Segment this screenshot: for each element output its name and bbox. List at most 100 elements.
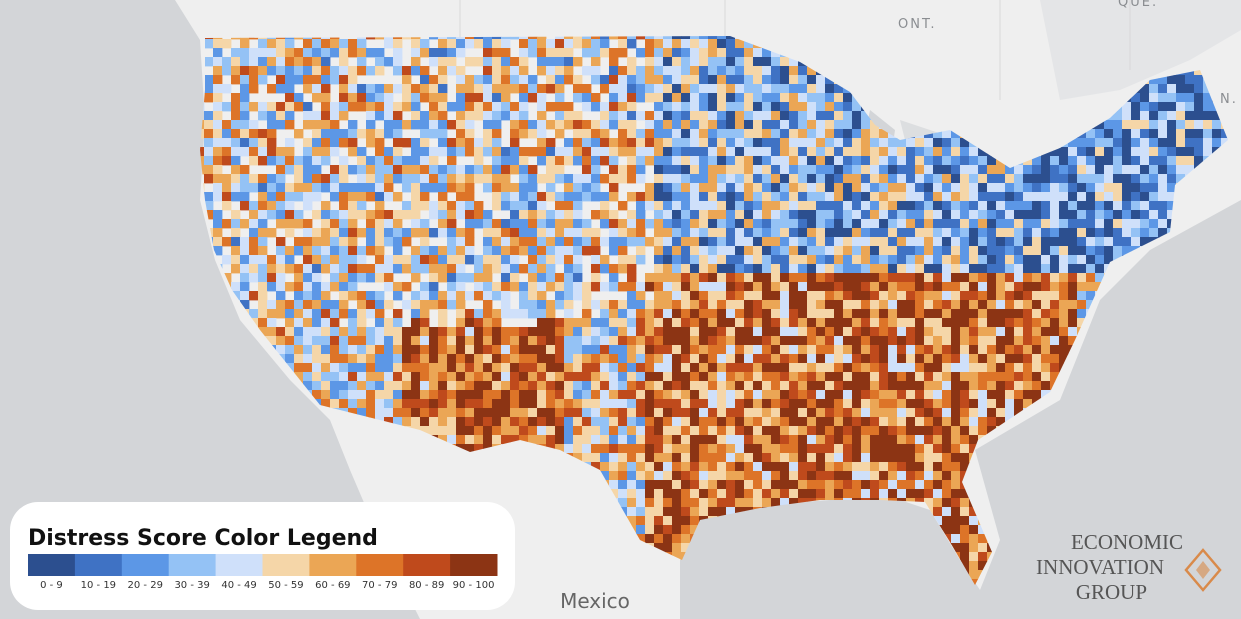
map-region xyxy=(699,300,709,310)
map-region xyxy=(834,147,844,157)
map-region xyxy=(1158,165,1168,175)
map-region xyxy=(942,282,952,292)
map-region xyxy=(1077,318,1087,328)
map-region xyxy=(312,183,322,193)
map-region xyxy=(852,102,862,112)
map-region xyxy=(780,156,790,166)
map-region xyxy=(492,93,502,103)
map-region xyxy=(285,345,295,355)
map-region xyxy=(600,138,610,148)
map-region xyxy=(528,426,538,436)
map-region xyxy=(636,219,646,229)
map-region xyxy=(438,138,448,148)
map-region xyxy=(303,291,313,301)
map-region xyxy=(312,345,322,355)
map-region xyxy=(798,174,808,184)
map-region xyxy=(789,102,799,112)
map-region xyxy=(690,408,700,418)
map-region xyxy=(1149,111,1159,121)
map-region xyxy=(411,336,421,346)
map-region xyxy=(267,138,277,148)
map-region xyxy=(285,93,295,103)
map-region xyxy=(735,327,745,337)
map-region xyxy=(735,129,745,139)
map-region xyxy=(744,363,754,373)
map-region xyxy=(411,354,421,364)
map-region xyxy=(717,39,727,49)
map-region xyxy=(420,219,430,229)
map-region xyxy=(285,165,295,175)
map-region xyxy=(1005,237,1015,247)
map-region xyxy=(897,138,907,148)
map-region xyxy=(267,48,277,58)
map-region xyxy=(222,57,232,67)
map-region xyxy=(618,327,628,337)
map-region xyxy=(942,273,952,283)
map-region xyxy=(312,111,322,121)
map-region xyxy=(303,336,313,346)
map-region xyxy=(744,399,754,409)
map-region xyxy=(942,345,952,355)
map-region xyxy=(582,309,592,319)
map-region xyxy=(483,282,493,292)
map-region xyxy=(375,246,385,256)
map-region xyxy=(609,120,619,130)
map-region xyxy=(744,201,754,211)
map-region xyxy=(942,291,952,301)
map-region xyxy=(528,120,538,130)
map-region xyxy=(960,354,970,364)
map-region xyxy=(393,336,403,346)
map-region xyxy=(483,75,493,85)
map-region xyxy=(915,291,925,301)
map-region xyxy=(546,147,556,157)
map-region xyxy=(618,48,628,58)
map-region xyxy=(1140,147,1150,157)
map-region xyxy=(474,219,484,229)
map-region xyxy=(699,336,709,346)
map-region xyxy=(492,336,502,346)
map-region xyxy=(249,102,259,112)
map-region xyxy=(492,84,502,94)
map-region xyxy=(393,210,403,220)
map-region xyxy=(942,210,952,220)
map-region xyxy=(744,318,754,328)
map-region xyxy=(861,201,871,211)
map-region xyxy=(1032,372,1042,382)
map-region xyxy=(546,327,556,337)
map-region xyxy=(303,57,313,67)
map-region xyxy=(906,147,916,157)
map-region xyxy=(690,300,700,310)
map-region xyxy=(582,102,592,112)
map-region xyxy=(915,390,925,400)
map-region xyxy=(528,228,538,238)
map-region xyxy=(906,345,916,355)
map-region xyxy=(330,102,340,112)
map-region xyxy=(357,84,367,94)
map-region xyxy=(402,381,412,391)
map-region xyxy=(501,183,511,193)
map-region xyxy=(1077,246,1087,256)
map-region xyxy=(231,93,241,103)
map-region xyxy=(852,381,862,391)
map-region xyxy=(348,75,358,85)
map-region xyxy=(663,264,673,274)
map-region xyxy=(564,120,574,130)
map-region xyxy=(879,363,889,373)
map-region xyxy=(312,93,322,103)
map-region xyxy=(627,129,637,139)
map-region xyxy=(492,183,502,193)
map-region xyxy=(465,417,475,427)
map-region xyxy=(384,336,394,346)
map-region xyxy=(762,426,772,436)
map-region xyxy=(546,435,556,445)
map-region xyxy=(1041,264,1051,274)
map-region xyxy=(951,129,961,139)
map-region xyxy=(276,120,286,130)
map-region xyxy=(924,372,934,382)
map-region xyxy=(285,147,295,157)
map-region xyxy=(888,309,898,319)
map-region xyxy=(321,36,331,40)
map-region xyxy=(663,39,673,49)
map-region xyxy=(411,84,421,94)
map-region xyxy=(1086,138,1096,148)
